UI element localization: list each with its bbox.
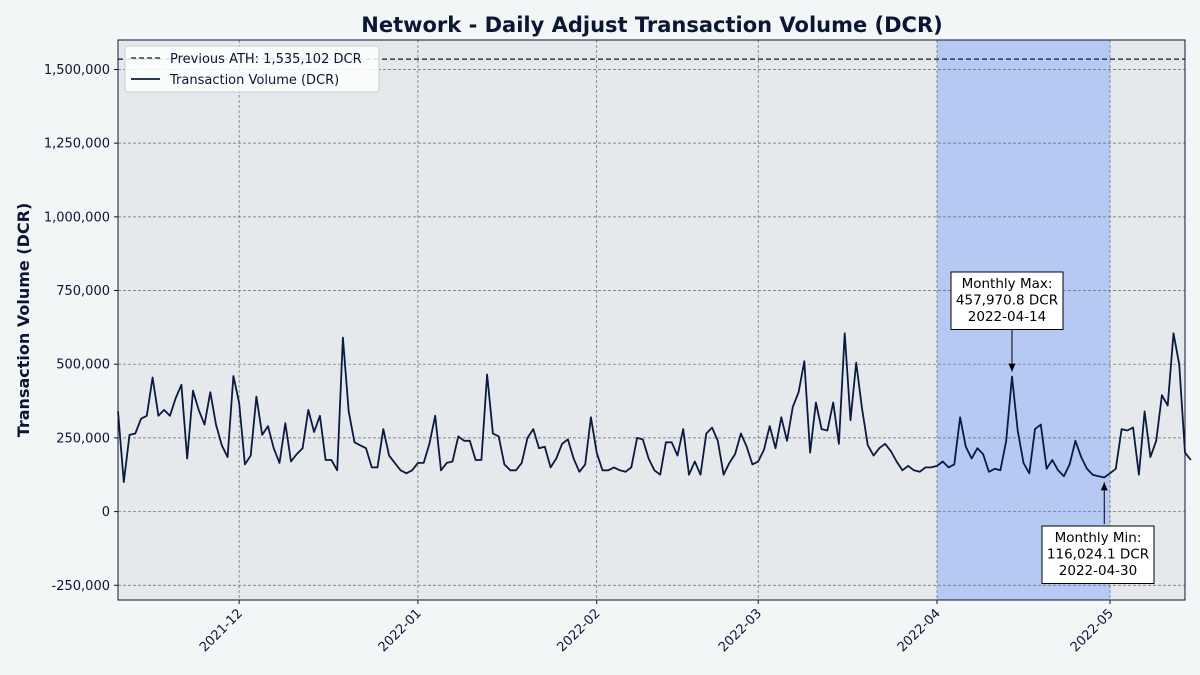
y-tick-label: 1,250,000 bbox=[44, 137, 110, 152]
y-tick-label: 0 bbox=[102, 505, 110, 520]
annotation-max-box bbox=[950, 271, 1064, 330]
y-tick-label: 750,000 bbox=[56, 284, 110, 299]
y-axis-title: Transaction Volume (DCR) bbox=[14, 203, 33, 438]
chart-title: Network - Daily Adjust Transaction Volum… bbox=[361, 13, 943, 37]
annotation-min-text: Monthly Min: bbox=[1055, 530, 1142, 546]
y-tick-label: 1,000,000 bbox=[44, 210, 110, 225]
annotation-min-box bbox=[1041, 525, 1155, 584]
annotation-min-text: 2022-04-30 bbox=[1059, 563, 1137, 579]
series-line bbox=[117, 332, 1192, 484]
annotation-max-text: 2022-04-14 bbox=[968, 309, 1046, 325]
annotation-min-text: 116,024.1 DCR bbox=[1047, 547, 1149, 563]
annotation-max-arrowhead bbox=[1008, 363, 1016, 372]
legend-label-ath: Previous ATH: 1,535,102 DCR bbox=[170, 52, 362, 67]
y-tick-label: 1,500,000 bbox=[44, 63, 110, 78]
y-tick-label: 250,000 bbox=[56, 431, 110, 446]
y-tick-label: 500,000 bbox=[56, 358, 110, 373]
legend: Previous ATH: 1,535,102 DCR Transaction V… bbox=[124, 45, 380, 93]
plot-area: -250,000 0 250,000 500,000 750,000 1,000,000 1… bbox=[44, 39, 1192, 655]
legend-box bbox=[124, 45, 380, 93]
annotation-max-text: Monthly Max: bbox=[962, 276, 1053, 292]
legend-label-series: Transaction Volume (DCR) bbox=[169, 73, 339, 88]
y-tick-label: -250,000 bbox=[52, 579, 110, 594]
annotation-min-arrowhead bbox=[1100, 482, 1108, 491]
plot-frame bbox=[117, 39, 1186, 601]
annotation-max-text: 457,970.8 DCR bbox=[956, 293, 1058, 309]
